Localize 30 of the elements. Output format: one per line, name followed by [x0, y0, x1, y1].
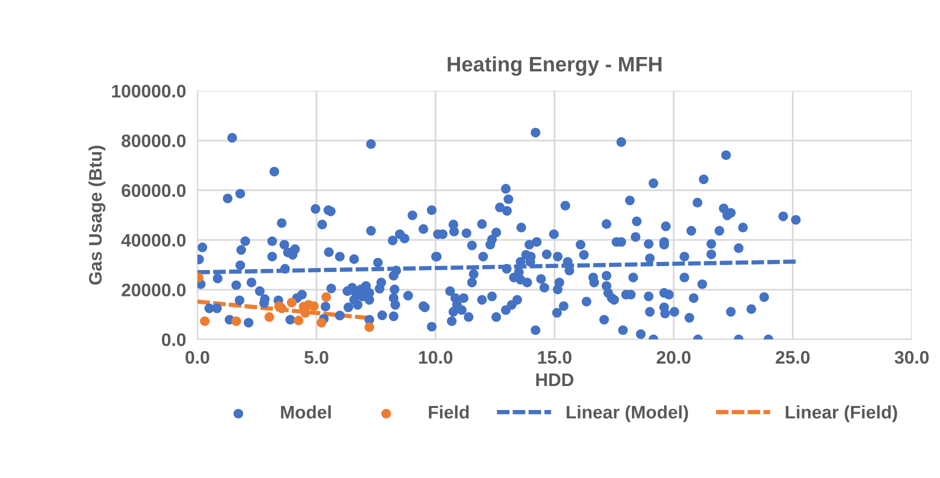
- point: [264, 312, 274, 322]
- y-tick-label: 40000.0: [121, 234, 186, 247]
- y-tick-label: 20000.0: [122, 284, 186, 296]
- point: [308, 301, 319, 311]
- y-axis-title: Gas Usage (Btu): [88, 146, 106, 285]
- legend-label: Linear (Model): [566, 405, 688, 422]
- point: [321, 292, 332, 302]
- y-tick-label: 100000.0: [112, 84, 186, 98]
- point: [286, 298, 297, 308]
- point: [294, 316, 304, 326]
- legend-label: Linear (Field): [786, 405, 898, 422]
- x-tick-label: 25.0: [776, 350, 810, 364]
- x-tick-label: 0.0: [186, 350, 210, 364]
- y-tick-label: 60000.0: [122, 184, 186, 197]
- x-tick-label: 5.0: [304, 350, 328, 364]
- point: [364, 322, 374, 332]
- x-axis-title: HDD: [536, 374, 574, 386]
- x-tick-label: 15.0: [538, 350, 572, 364]
- point: [276, 303, 287, 314]
- y-tick-label: 80000.0: [122, 134, 186, 148]
- point: [200, 316, 210, 326]
- x-tick-label: 30.0: [894, 350, 929, 364]
- legend-label: Model: [281, 405, 331, 419]
- point: [231, 316, 242, 326]
- y-tick-label: 0.0: [162, 333, 186, 346]
- chart-title: Heating Energy - MFH: [448, 56, 662, 76]
- x-tick-label: 10.0: [419, 350, 452, 364]
- point: [316, 318, 326, 328]
- x-tick-label: 20.0: [656, 350, 690, 364]
- legend-label: Field: [428, 405, 469, 419]
